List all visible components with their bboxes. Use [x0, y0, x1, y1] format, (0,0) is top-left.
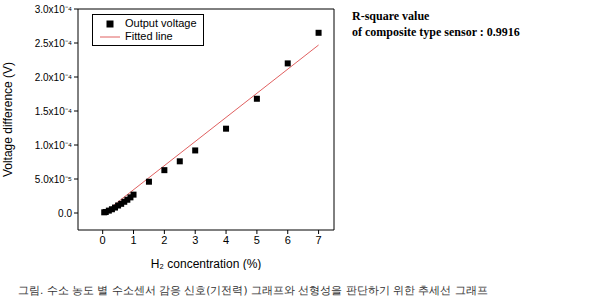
html-text:그림. 수소 농도 별 수소센서 감응 신호(기전력) 그래: 그림. 수소 농도 별 수소센서 감응 신호(기전력) 그래프와 선형성을 판단…: [18, 284, 488, 296]
svg-text:2: 2: [161, 234, 167, 246]
svg-text:3.0x10⁻⁴: 3.0x10⁻⁴: [35, 4, 72, 15]
html-text:Output voltage: Output voltage: [125, 17, 197, 29]
svg-text:5.0x10⁻⁵: 5.0x10⁻⁵: [35, 174, 72, 185]
html-text:R-square value: R-square value: [352, 9, 430, 23]
svg-text:5: 5: [254, 234, 260, 246]
svg-text:0.0: 0.0: [58, 208, 72, 219]
svg-text:7: 7: [316, 234, 322, 246]
svg-text:1.0x10⁻⁴: 1.0x10⁻⁴: [35, 140, 72, 151]
svg-text:0: 0: [100, 234, 106, 246]
html-text:of composite type sensor : 0.9: of composite type sensor : 0.9916: [352, 25, 520, 39]
svg-text:2.5x10⁻⁴: 2.5x10⁻⁴: [35, 38, 72, 49]
svg-text:3: 3: [192, 234, 198, 246]
svg-text:4: 4: [223, 234, 229, 246]
svg-text:1.5x10⁻⁴: 1.5x10⁻⁴: [35, 106, 72, 117]
svg-text:6: 6: [285, 234, 291, 246]
html-text:Fitted line: Fitted line: [125, 30, 173, 42]
svg-text:Voltage difference (V): Voltage difference (V): [8, 62, 15, 177]
svg-text:1: 1: [130, 234, 136, 246]
svg-text:H₂ concentration (%): H₂ concentration (%): [151, 257, 262, 270]
svg-text:2.0x10⁻⁴: 2.0x10⁻⁴: [35, 72, 72, 83]
